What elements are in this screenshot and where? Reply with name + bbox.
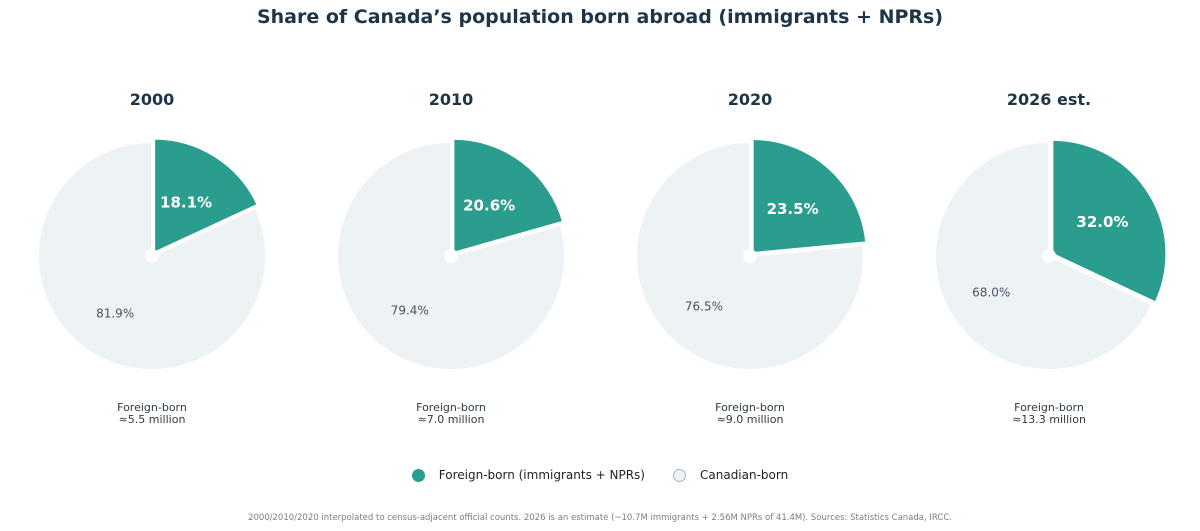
pie-slice-foreign-born	[751, 138, 868, 255]
pie-center-dot	[145, 249, 159, 263]
legend: Foreign-born (immigrants + NPRs) Canadia…	[0, 468, 1200, 482]
pie-caption-2010: Foreign-born ≈7.0 million	[331, 402, 571, 426]
pie-center-dot	[743, 249, 757, 263]
pie-label-canadian-born: 79.4%	[391, 304, 429, 318]
caption-value: ≈5.5 million	[118, 413, 186, 426]
pie-title-2026: 2026 est.	[1006, 90, 1092, 109]
pie-title-2010: 2010	[428, 90, 474, 109]
legend-swatch-foreign	[411, 468, 425, 482]
pie-chart-2010: 20.6% 79.4%	[336, 137, 566, 371]
pie-caption-2020: Foreign-born ≈9.0 million	[630, 402, 870, 426]
pie-chart-2026: 32.0% 68.0%	[934, 138, 1168, 371]
pie-label-foreign-born: 20.6%	[463, 197, 515, 215]
caption-label: Foreign-born	[715, 401, 785, 414]
pie-caption-2000: Foreign-born ≈5.5 million	[32, 402, 272, 426]
caption-label: Foreign-born	[1014, 401, 1084, 414]
pie-label-foreign-born: 18.1%	[160, 194, 212, 212]
pie-label-foreign-born: 23.5%	[767, 200, 819, 218]
pie-label-canadian-born: 81.9%	[96, 307, 134, 321]
pie-label-canadian-born: 76.5%	[685, 300, 723, 314]
pie-chart-2000: 18.1% 81.9%	[37, 137, 267, 371]
legend-item-canadian: Canadian-born	[673, 468, 788, 482]
caption-label: Foreign-born	[117, 401, 187, 414]
pie-panel-2000: 2000 18.1% 81.9% Foreign-born ≈5.5 millio…	[32, 88, 272, 438]
legend-item-foreign: Foreign-born (immigrants + NPRs)	[411, 468, 645, 482]
pie-chart-2020: 23.5% 76.5%	[635, 138, 868, 371]
pie-slice-foreign-born	[153, 137, 259, 255]
footnote: 2000/2010/2020 interpolated to census-ad…	[248, 513, 952, 523]
legend-label-canadian: Canadian-born	[700, 468, 789, 482]
caption-label: Foreign-born	[416, 401, 486, 414]
pie-panel-2026: 2026 est. 32.0% 68.0% Foreign-born ≈13.3 …	[929, 88, 1169, 438]
pie-slice-foreign-born	[452, 137, 565, 255]
caption-value: ≈7.0 million	[417, 413, 485, 426]
pie-slice-foreign-born	[1051, 138, 1168, 304]
caption-value: ≈9.0 million	[716, 413, 784, 426]
pie-title-2020: 2020	[727, 90, 773, 109]
pie-center-dot	[444, 249, 458, 263]
pie-slice-canadian-born	[635, 140, 865, 371]
pie-center-dot	[1042, 249, 1056, 263]
pie-label-canadian-born: 68.0%	[972, 286, 1010, 300]
legend-label-foreign: Foreign-born (immigrants + NPRs)	[438, 468, 645, 482]
chart-title: Share of Canada’s population born abroad…	[256, 6, 944, 28]
pie-label-foreign-born: 32.0%	[1076, 213, 1128, 231]
legend-swatch-canadian	[673, 468, 686, 482]
pie-panel-2010: 2010 20.6% 79.4% Foreign-born ≈7.0 millio…	[331, 88, 571, 438]
pie-caption-2026: Foreign-born ≈13.3 million	[929, 402, 1169, 426]
caption-value: ≈13.3 million	[1012, 413, 1086, 426]
pie-title-2000: 2000	[129, 90, 175, 109]
pie-panel-2020: 2020 23.5% 76.5% Foreign-born ≈9.0 millio…	[630, 88, 870, 438]
